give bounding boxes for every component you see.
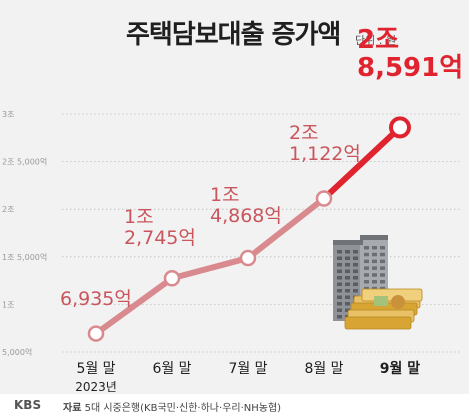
data-label: 4,868억 — [210, 205, 282, 227]
data-point — [389, 116, 411, 139]
x-tick-label: 9월 말 — [380, 360, 420, 377]
series-line-segment — [169, 255, 251, 282]
building-money-illustration — [333, 235, 423, 330]
y-tick-label: 1조 5,000억 — [2, 252, 47, 262]
source-note: 자료 5대 시중은행(KB국민·신한·하나·우리·NH농협) — [63, 399, 281, 414]
data-label: 2조 — [357, 25, 399, 55]
data-label: 2,745억 — [124, 227, 196, 249]
chart-title: 주택담보대출 증가액 — [126, 20, 341, 50]
source-label: 자료 — [63, 403, 82, 414]
x-tick-label: 7월 말 — [228, 361, 267, 377]
data-label: 1조 — [210, 184, 240, 206]
y-tick-label: 3조 — [2, 110, 14, 119]
y-tick-label: 2조 — [2, 205, 14, 214]
data-point — [163, 270, 181, 287]
data-label: 8,591억 — [357, 53, 463, 83]
series-line-segment — [245, 195, 327, 262]
x-tick-label: 8월 말 — [304, 361, 343, 377]
y-tick-label: 1조 — [2, 300, 14, 309]
series-line-segment — [321, 124, 403, 202]
data-point — [315, 190, 333, 207]
kbs-logo: KBS — [14, 398, 42, 412]
x-tick-label: 6월 말 — [152, 361, 191, 377]
data-label: 6,935억 — [60, 288, 132, 310]
data-point — [87, 325, 105, 342]
series-line-segment — [93, 275, 175, 337]
source-text: 5대 시중은행(KB국민·신한·하나·우리·NH농협) — [84, 403, 282, 414]
data-label: 2조 — [289, 122, 319, 144]
y-tick-label: 5,000억 — [2, 347, 32, 357]
data-point — [239, 249, 257, 267]
y-tick-label: 2조 5,000억 — [2, 157, 47, 167]
unit-label: 단위 : 원 — [355, 34, 397, 47]
footer-bar — [0, 394, 469, 418]
x-tick-label: 5월 말 — [76, 361, 115, 377]
data-label: 1조 — [124, 206, 154, 228]
data-label: 1,122억 — [289, 143, 361, 165]
year-label: 2023년 — [75, 380, 117, 394]
